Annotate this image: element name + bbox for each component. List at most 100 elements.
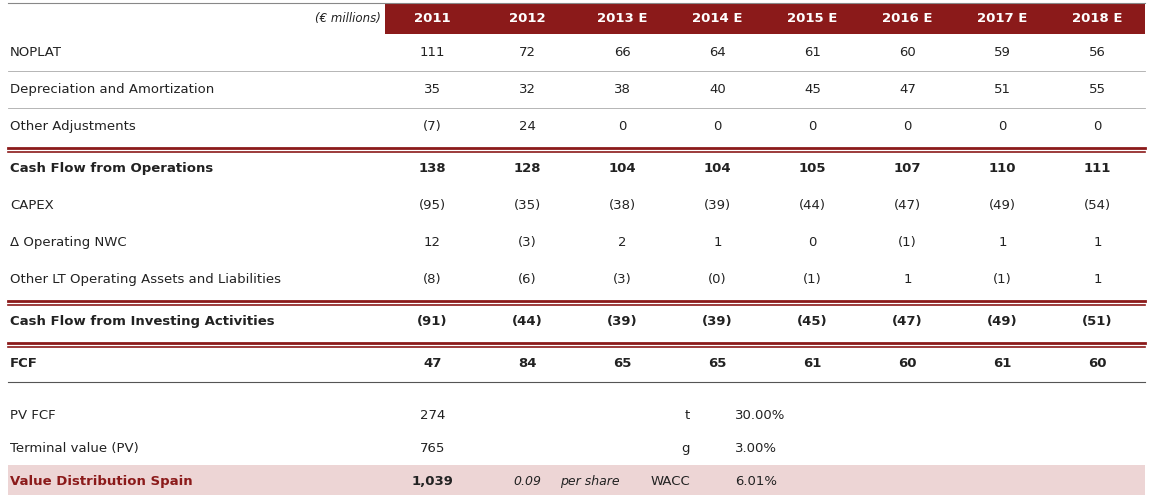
Text: (45): (45) xyxy=(797,315,828,328)
Text: 84: 84 xyxy=(518,356,537,370)
Text: 2018 E: 2018 E xyxy=(1072,12,1123,25)
Text: 0: 0 xyxy=(618,120,627,133)
Text: 55: 55 xyxy=(1088,83,1106,96)
Text: 111: 111 xyxy=(1084,162,1111,175)
Text: (49): (49) xyxy=(987,315,1018,328)
Text: 0: 0 xyxy=(1093,120,1101,133)
Text: 765: 765 xyxy=(420,443,445,455)
Text: (38): (38) xyxy=(609,199,636,212)
Text: (39): (39) xyxy=(704,199,731,212)
Text: t: t xyxy=(685,409,689,422)
Text: 47: 47 xyxy=(899,83,915,96)
Text: (49): (49) xyxy=(989,199,1016,212)
Text: 61: 61 xyxy=(994,356,1011,370)
Text: 51: 51 xyxy=(994,83,1011,96)
Text: 104: 104 xyxy=(609,162,636,175)
Text: 3.00%: 3.00% xyxy=(734,443,777,455)
Text: 128: 128 xyxy=(514,162,541,175)
Text: 1: 1 xyxy=(1093,273,1102,286)
Text: (3): (3) xyxy=(518,236,537,249)
Text: 0: 0 xyxy=(808,236,816,249)
Text: 138: 138 xyxy=(419,162,446,175)
Bar xyxy=(8,465,1145,495)
Text: 1,039: 1,039 xyxy=(412,475,453,489)
Text: g: g xyxy=(681,443,689,455)
Text: (47): (47) xyxy=(894,199,921,212)
Text: NOPLAT: NOPLAT xyxy=(10,46,62,59)
Text: (51): (51) xyxy=(1083,315,1113,328)
Text: 0: 0 xyxy=(903,120,912,133)
Text: 56: 56 xyxy=(1090,46,1106,59)
Text: Depreciation and Amortization: Depreciation and Amortization xyxy=(10,83,214,96)
Text: (1): (1) xyxy=(993,273,1012,286)
Text: 2015 E: 2015 E xyxy=(787,12,838,25)
Text: 45: 45 xyxy=(804,83,821,96)
Text: 24: 24 xyxy=(519,120,536,133)
Text: (54): (54) xyxy=(1084,199,1111,212)
Text: 65: 65 xyxy=(613,356,632,370)
Text: 47: 47 xyxy=(423,356,442,370)
Text: 104: 104 xyxy=(703,162,731,175)
Text: 64: 64 xyxy=(709,46,726,59)
Text: 105: 105 xyxy=(799,162,827,175)
Text: (44): (44) xyxy=(799,199,826,212)
Text: 2013 E: 2013 E xyxy=(597,12,648,25)
Text: 0: 0 xyxy=(998,120,1007,133)
Text: (39): (39) xyxy=(608,315,638,328)
Text: 2011: 2011 xyxy=(414,12,451,25)
Text: (7): (7) xyxy=(423,120,442,133)
Bar xyxy=(385,3,1145,34)
Text: Δ Operating NWC: Δ Operating NWC xyxy=(10,236,127,249)
Text: Value Distribution Spain: Value Distribution Spain xyxy=(10,475,193,489)
Text: WACC: WACC xyxy=(650,475,689,489)
Text: 2012: 2012 xyxy=(510,12,545,25)
Text: (3): (3) xyxy=(613,273,632,286)
Text: (0): (0) xyxy=(708,273,726,286)
Text: 60: 60 xyxy=(898,356,917,370)
Text: 1: 1 xyxy=(1093,236,1102,249)
Text: Terminal value (PV): Terminal value (PV) xyxy=(10,443,138,455)
Text: FCF: FCF xyxy=(10,356,38,370)
Text: 0: 0 xyxy=(714,120,722,133)
Text: (39): (39) xyxy=(702,315,733,328)
Text: 0.09: 0.09 xyxy=(513,475,542,489)
Text: (6): (6) xyxy=(518,273,537,286)
Text: 2014 E: 2014 E xyxy=(692,12,743,25)
Text: 32: 32 xyxy=(519,83,536,96)
Text: Cash Flow from Operations: Cash Flow from Operations xyxy=(10,162,213,175)
Text: 0: 0 xyxy=(808,120,816,133)
Text: (€ millions): (€ millions) xyxy=(315,12,380,25)
Text: (44): (44) xyxy=(512,315,543,328)
Text: 35: 35 xyxy=(424,83,440,96)
Text: (95): (95) xyxy=(419,199,446,212)
Text: per share: per share xyxy=(560,475,620,489)
Text: 107: 107 xyxy=(894,162,921,175)
Text: Cash Flow from Investing Activities: Cash Flow from Investing Activities xyxy=(10,315,274,328)
Text: 30.00%: 30.00% xyxy=(734,409,785,422)
Text: 12: 12 xyxy=(424,236,440,249)
Text: (47): (47) xyxy=(892,315,922,328)
Text: 2017 E: 2017 E xyxy=(978,12,1027,25)
Text: 111: 111 xyxy=(420,46,445,59)
Text: 40: 40 xyxy=(709,83,726,96)
Text: (91): (91) xyxy=(417,315,447,328)
Text: PV FCF: PV FCF xyxy=(10,409,55,422)
Text: 66: 66 xyxy=(615,46,631,59)
Text: (8): (8) xyxy=(423,273,442,286)
Text: (1): (1) xyxy=(898,236,917,249)
Text: 59: 59 xyxy=(994,46,1011,59)
Text: 6.01%: 6.01% xyxy=(734,475,777,489)
Text: 2016 E: 2016 E xyxy=(882,12,933,25)
Text: 1: 1 xyxy=(998,236,1007,249)
Text: (1): (1) xyxy=(804,273,822,286)
Text: CAPEX: CAPEX xyxy=(10,199,54,212)
Text: 38: 38 xyxy=(615,83,631,96)
Text: 65: 65 xyxy=(708,356,726,370)
Text: Other Adjustments: Other Adjustments xyxy=(10,120,136,133)
Text: 61: 61 xyxy=(804,356,822,370)
Text: 2: 2 xyxy=(618,236,627,249)
Text: 1: 1 xyxy=(714,236,722,249)
Text: 60: 60 xyxy=(899,46,915,59)
Text: 60: 60 xyxy=(1088,356,1107,370)
Text: Other LT Operating Assets and Liabilities: Other LT Operating Assets and Liabilitie… xyxy=(10,273,281,286)
